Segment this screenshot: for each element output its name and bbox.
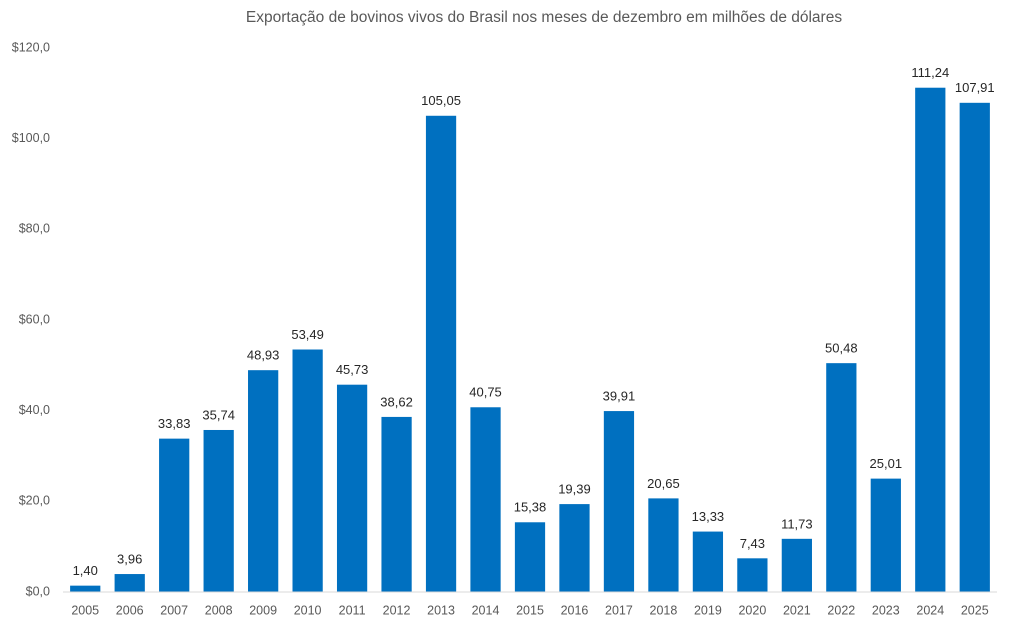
bar: [559, 504, 590, 592]
bar: [70, 585, 101, 592]
x-tick-label: 2025: [961, 603, 989, 617]
x-tick-label: 2017: [605, 603, 633, 617]
bar: [737, 558, 768, 592]
value-label: 105,05: [421, 93, 461, 108]
bar: [915, 87, 946, 592]
bar: [114, 574, 145, 592]
value-label: 3,96: [117, 551, 142, 566]
x-tick-label: 2015: [516, 603, 544, 617]
x-tick-label: 2018: [650, 603, 678, 617]
x-tick-label: 2024: [916, 603, 944, 617]
value-label: 1,40: [73, 563, 98, 578]
bar: [248, 370, 279, 592]
chart-title: Exportação de bovinos vivos do Brasil no…: [246, 9, 842, 26]
bar: [648, 498, 679, 592]
x-tick-label: 2020: [738, 603, 766, 617]
x-tick-label: 2009: [249, 603, 277, 617]
value-label: 25,01: [870, 456, 903, 471]
y-tick-label: $0,0: [26, 584, 50, 598]
value-label: 7,43: [740, 536, 765, 551]
value-label: 107,91: [955, 80, 995, 95]
value-label: 19,39: [558, 482, 591, 497]
x-tick-label: 2006: [116, 603, 144, 617]
x-tick-label: 2013: [427, 603, 455, 617]
value-label: 50,48: [825, 341, 858, 356]
bar: [514, 522, 546, 592]
x-tick-label: 2012: [383, 603, 411, 617]
x-tick-label: 2010: [294, 603, 322, 617]
value-label: 53,49: [291, 327, 324, 342]
bar: [381, 416, 412, 592]
x-tick-label: 2007: [160, 603, 188, 617]
bar: [870, 478, 901, 592]
value-label: 39,91: [603, 389, 636, 404]
bar: [959, 102, 990, 593]
bar: [159, 438, 190, 592]
value-label: 48,93: [247, 348, 280, 363]
bar: [336, 384, 368, 592]
value-label: 20,65: [647, 476, 680, 491]
bar: [292, 349, 323, 592]
value-label: 40,75: [469, 385, 502, 400]
bar: [425, 115, 457, 593]
y-tick-label: $60,0: [19, 312, 50, 326]
value-label: 111,24: [911, 65, 949, 80]
x-tick-label: 2016: [561, 603, 589, 617]
bar: [603, 411, 635, 592]
x-tick-label: 2014: [472, 603, 500, 617]
value-label: 33,83: [158, 416, 191, 431]
value-label: 38,62: [380, 394, 413, 409]
bar: [692, 531, 724, 592]
bar: [203, 429, 234, 592]
bar: [826, 363, 857, 592]
value-label: 15,38: [514, 500, 547, 515]
x-tick-label: 2023: [872, 603, 900, 617]
bar: [470, 407, 501, 592]
y-tick-label: $20,0: [19, 494, 50, 508]
y-tick-label: $80,0: [19, 222, 50, 236]
y-tick-label: $100,0: [12, 131, 50, 145]
x-tick-label: 2005: [71, 603, 99, 617]
value-label: 35,74: [202, 407, 235, 422]
value-label: 11,73: [781, 516, 813, 531]
x-tick-label: 2019: [694, 603, 722, 617]
value-label: 13,33: [692, 509, 725, 524]
value-label: 45,73: [336, 362, 369, 377]
x-tick-label: 2022: [827, 603, 855, 617]
x-tick-label: 2011: [339, 603, 366, 617]
y-tick-label: $40,0: [19, 403, 50, 417]
x-tick-label: 2008: [205, 603, 233, 617]
bar: [781, 538, 812, 592]
x-tick-label: 2021: [783, 603, 811, 617]
y-tick-label: $120,0: [12, 40, 50, 54]
